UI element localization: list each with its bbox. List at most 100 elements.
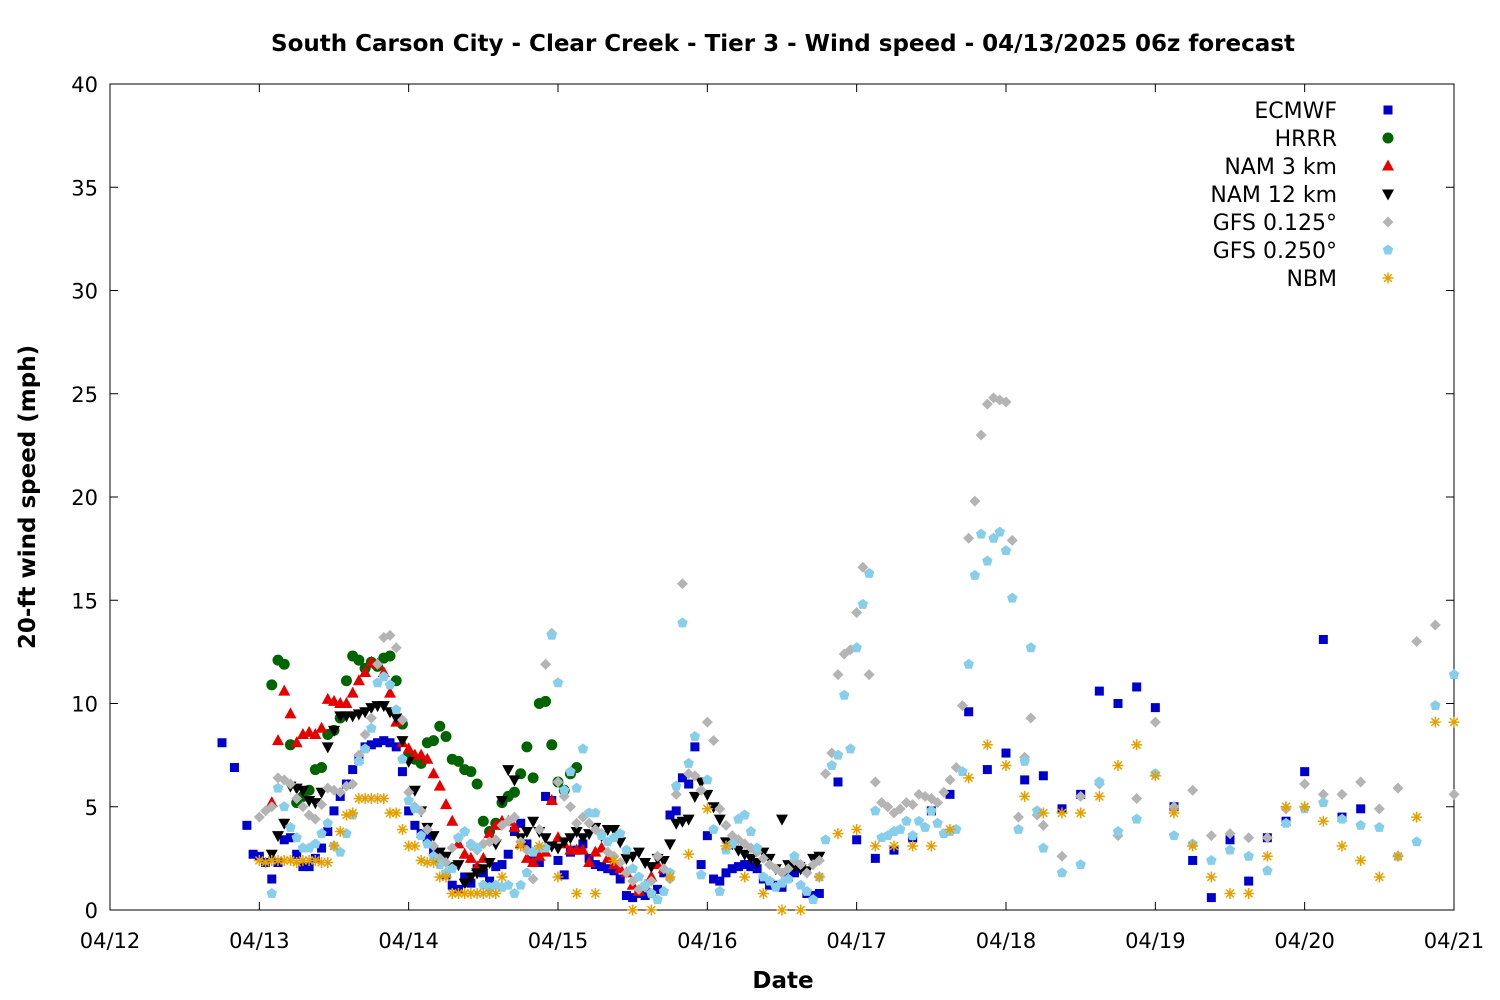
data-point	[272, 854, 284, 866]
data-point	[813, 854, 825, 866]
data-point	[932, 817, 943, 828]
data-point	[1006, 534, 1018, 546]
data-point	[1355, 776, 1367, 788]
data-point	[632, 847, 645, 859]
data-point	[403, 795, 414, 805]
y-tick-label: 5	[85, 796, 98, 820]
data-point	[497, 860, 507, 870]
data-point	[558, 837, 571, 849]
data-point	[564, 801, 576, 813]
data-point	[863, 669, 875, 681]
data-point	[309, 727, 322, 739]
data-point	[278, 801, 290, 812]
data-point	[353, 792, 365, 804]
data-point	[552, 677, 564, 688]
data-point	[701, 789, 714, 801]
data-point	[596, 830, 607, 841]
data-point	[713, 814, 726, 826]
data-point	[776, 904, 788, 916]
data-point	[366, 740, 376, 750]
data-point	[684, 779, 694, 789]
data-point	[764, 875, 775, 886]
data-point	[310, 838, 321, 849]
data-point	[508, 811, 520, 823]
y-axis-label: 20-ft wind speed (mph)	[15, 345, 41, 649]
data-point	[279, 835, 289, 845]
data-point	[272, 782, 284, 793]
data-point	[975, 429, 987, 441]
data-point	[359, 792, 371, 804]
data-point	[390, 807, 402, 819]
data-point	[576, 833, 589, 845]
data-point	[291, 857, 303, 868]
data-point	[670, 780, 682, 791]
data-point	[534, 858, 544, 868]
y-tick-label: 40	[71, 73, 98, 97]
data-point	[1336, 813, 1348, 824]
data-point	[627, 863, 638, 874]
data-point	[1336, 788, 1348, 800]
data-point	[945, 789, 955, 799]
data-point	[1318, 797, 1329, 808]
data-point	[907, 830, 918, 841]
data-point	[869, 840, 881, 852]
data-point	[1020, 775, 1030, 785]
data-point	[1013, 823, 1024, 834]
data-point	[483, 858, 496, 870]
data-point	[583, 856, 596, 868]
data-point	[888, 840, 900, 852]
data-point	[340, 697, 353, 708]
data-point	[851, 642, 862, 653]
data-point	[833, 777, 843, 787]
data-point	[683, 848, 695, 860]
data-point	[689, 770, 701, 782]
data-point	[1187, 784, 1199, 796]
data-point	[527, 856, 540, 868]
x-axis: 04/12 04/13 04/14 04/15 04/16 04/17 04/18 04/19…	[80, 84, 1485, 953]
data-point	[1056, 807, 1068, 819]
data-point	[285, 833, 295, 843]
data-point	[1448, 788, 1460, 800]
data-point	[863, 567, 875, 578]
data-point	[1037, 819, 1049, 831]
data-point	[520, 851, 533, 863]
data-point	[546, 629, 558, 640]
data-point	[701, 803, 713, 815]
data-point	[801, 885, 813, 896]
data-point	[894, 803, 906, 815]
data-point	[309, 854, 321, 866]
data-point	[522, 839, 532, 849]
data-point	[464, 851, 477, 863]
data-point	[1000, 545, 1012, 556]
data-point	[695, 869, 707, 880]
data-point	[278, 818, 291, 830]
data-point	[1429, 716, 1441, 728]
x-tick-label: 04/21	[1424, 929, 1485, 953]
data-point	[739, 871, 751, 883]
data-point	[682, 814, 695, 826]
data-point	[266, 854, 278, 866]
data-point	[290, 736, 303, 748]
data-point	[1075, 859, 1086, 870]
data-point	[646, 887, 657, 898]
data-point	[820, 768, 832, 780]
data-point	[321, 742, 334, 754]
data-point	[1300, 767, 1310, 777]
data-point	[428, 735, 440, 747]
x-tick-label: 04/17	[826, 929, 887, 953]
data-point	[446, 814, 459, 826]
data-point	[266, 801, 278, 813]
data-point	[292, 849, 302, 859]
data-point	[709, 874, 719, 884]
data-point	[298, 862, 308, 872]
data-point	[521, 867, 533, 878]
data-point	[956, 700, 968, 712]
data-point	[653, 884, 663, 894]
data-point	[484, 887, 496, 899]
data-point	[433, 779, 446, 791]
data-point	[832, 828, 844, 840]
data-point	[690, 742, 700, 752]
data-point	[334, 826, 346, 838]
data-point	[1280, 801, 1292, 813]
series-gfs-0-250	[266, 526, 1460, 905]
